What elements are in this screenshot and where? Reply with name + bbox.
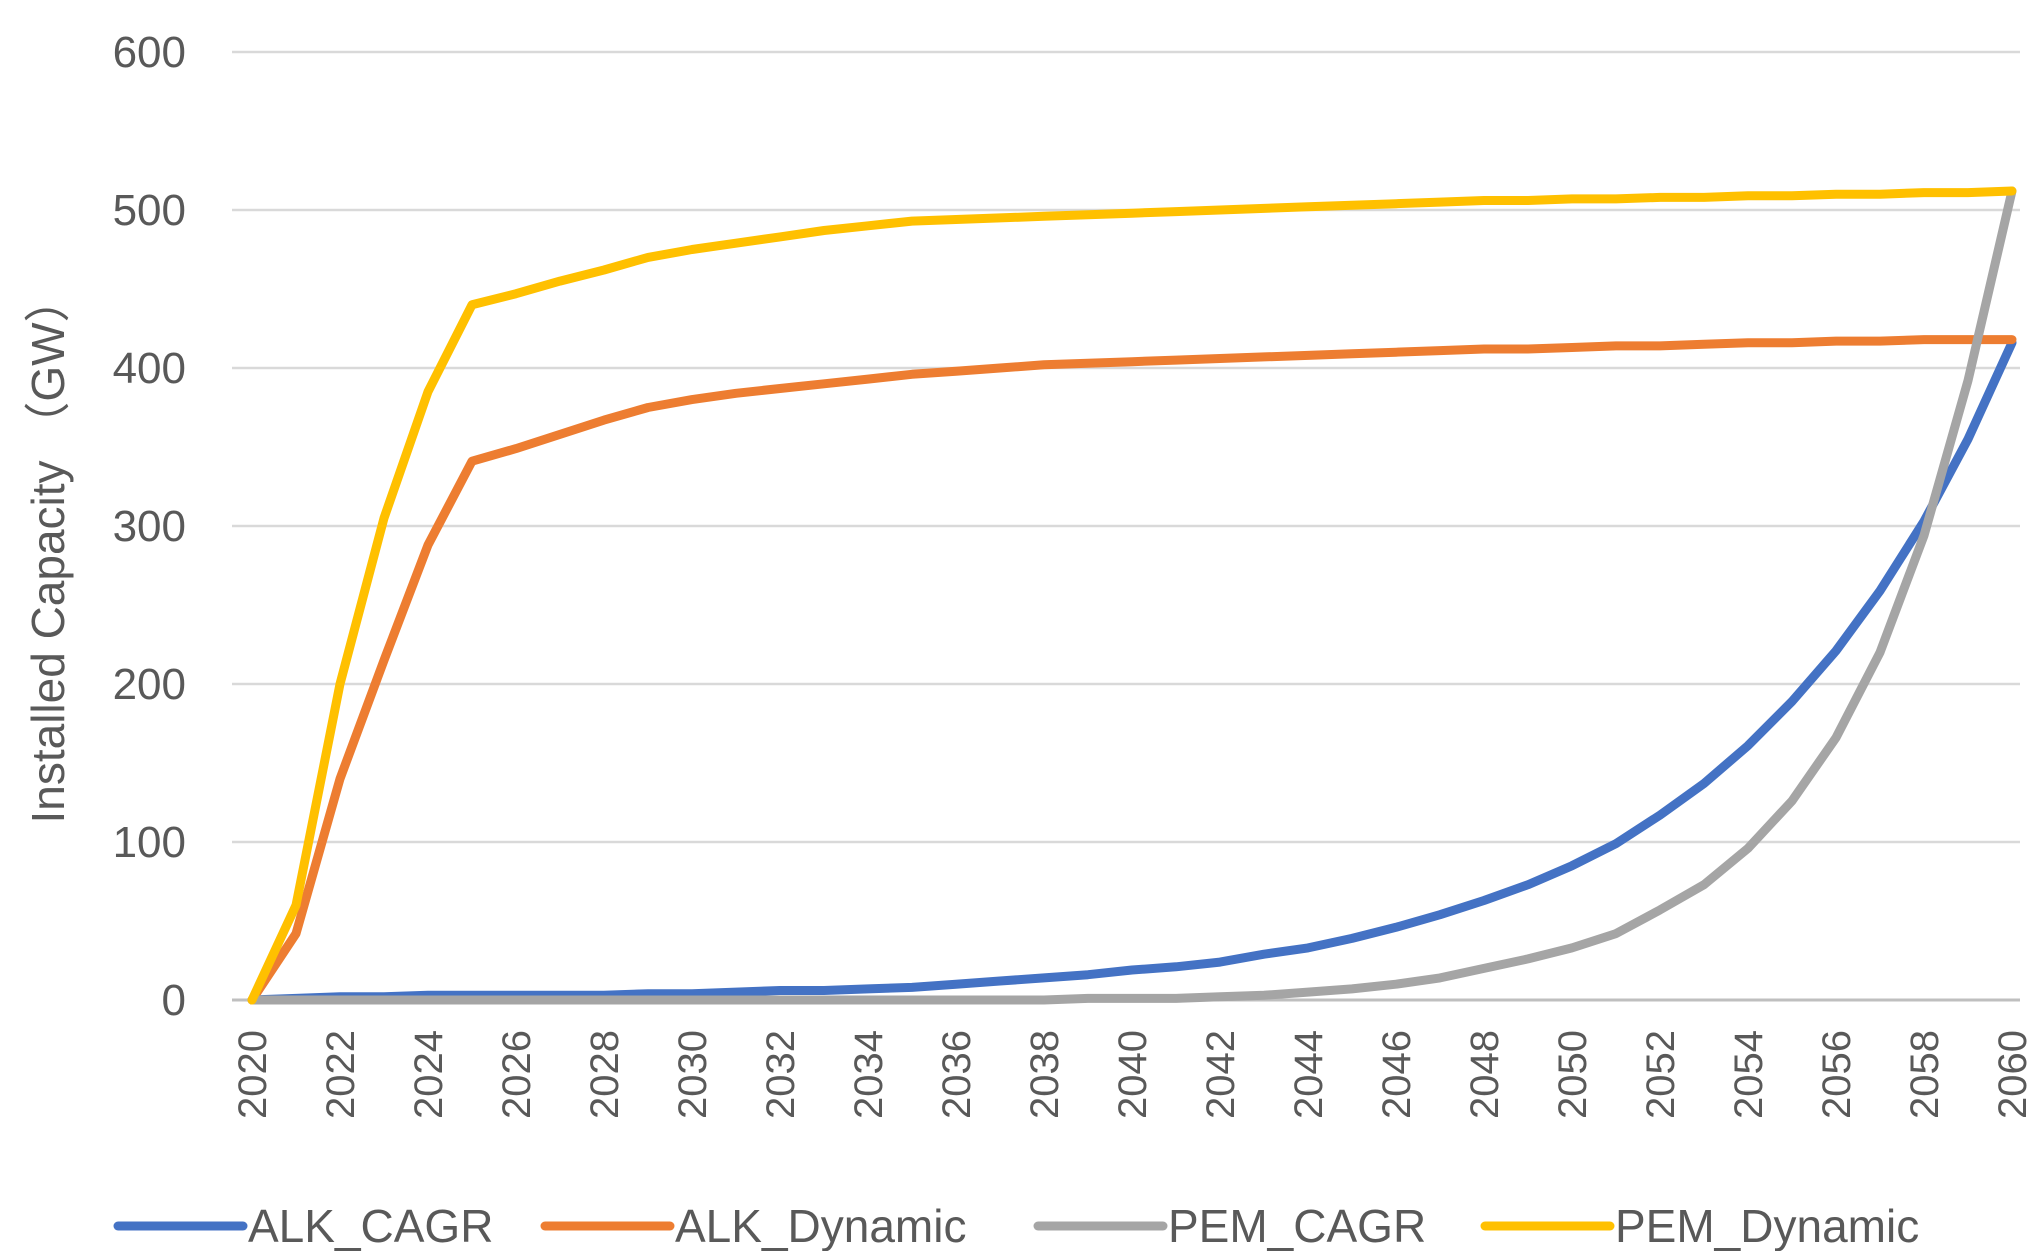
gridlines xyxy=(232,50,2020,844)
x-tick-label: 2044 xyxy=(1287,1030,1331,1119)
x-tick-label: 2030 xyxy=(671,1030,715,1119)
x-tick-label: 2024 xyxy=(407,1030,451,1119)
y-tick-label: 300 xyxy=(113,502,186,551)
y-tick-label: 500 xyxy=(113,186,186,235)
x-tick-label: 2026 xyxy=(495,1030,539,1119)
x-tick-label: 2046 xyxy=(1375,1030,1419,1119)
legend-label-alk-cagr: ALK_CAGR xyxy=(248,1200,493,1251)
x-tick-label: 2036 xyxy=(935,1030,979,1119)
x-tick-label: 2032 xyxy=(759,1030,803,1119)
x-tick-label: 2048 xyxy=(1463,1030,1507,1119)
x-tick-label: 2052 xyxy=(1639,1030,1683,1119)
x-tick-label: 2022 xyxy=(319,1030,363,1119)
x-tick-label: 2038 xyxy=(1023,1030,1067,1119)
series-line-alk-dynamic xyxy=(247,335,2017,1005)
y-tick-label: 600 xyxy=(113,28,186,77)
x-tick-label: 2034 xyxy=(847,1030,891,1119)
series-lines xyxy=(247,186,2017,1005)
y-axis-title: Installed Capacity （GW） xyxy=(22,276,74,823)
x-tick-label: 2020 xyxy=(231,1030,275,1119)
legend: ALK_CAGR ALK_Dynamic PEM_CAGR PEM_Dynamic xyxy=(113,1200,1919,1251)
legend-label-pem-cagr: PEM_CAGR xyxy=(1168,1200,1426,1251)
y-axis-tick-labels: 0 100 200 300 400 500 600 xyxy=(113,28,186,1025)
legend-label-alk-dynamic: ALK_Dynamic xyxy=(675,1200,966,1251)
y-tick-label: 400 xyxy=(113,344,186,393)
x-tick-label: 2040 xyxy=(1111,1030,1155,1119)
series-line-alk-cagr xyxy=(247,338,2017,1005)
x-axis-tick-labels: 2020 2022 2024 2026 2028 2030 2032 2034 2036 2038… xyxy=(231,1030,2035,1119)
legend-label-pem-dynamic: PEM_Dynamic xyxy=(1615,1200,1919,1251)
x-tick-label: 2042 xyxy=(1199,1030,1243,1119)
y-tick-label: 100 xyxy=(113,818,186,867)
series-line-pem-cagr xyxy=(247,186,2017,1005)
series-line-pem-dynamic xyxy=(247,186,2017,1005)
x-tick-label: 2060 xyxy=(1991,1030,2035,1119)
x-tick-label: 2028 xyxy=(583,1030,627,1119)
x-tick-label: 2050 xyxy=(1551,1030,1595,1119)
x-tick-label: 2056 xyxy=(1815,1030,1859,1119)
y-tick-label: 0 xyxy=(162,976,186,1025)
x-tick-label: 2054 xyxy=(1727,1030,1771,1119)
y-tick-label: 200 xyxy=(113,660,186,709)
x-tick-label: 2058 xyxy=(1903,1030,1947,1119)
